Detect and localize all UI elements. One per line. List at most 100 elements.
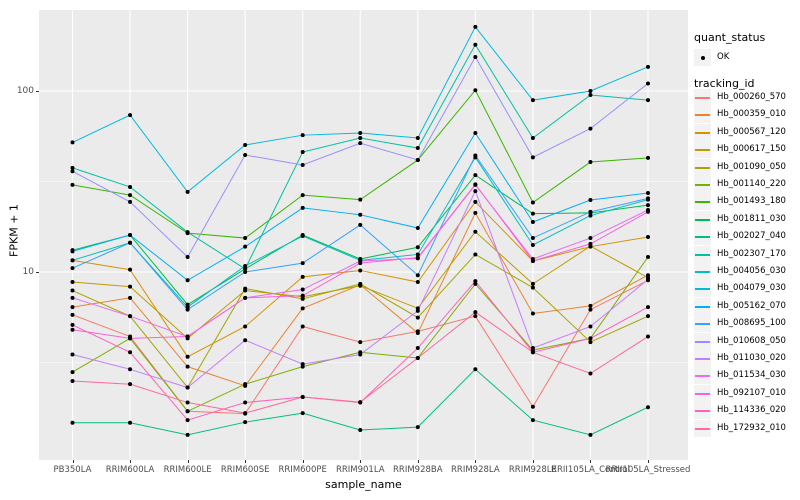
legend-key-box — [694, 245, 711, 263]
data-point — [70, 295, 75, 300]
data-point — [588, 93, 593, 98]
data-point — [185, 354, 190, 359]
data-point — [243, 143, 248, 148]
data-point — [300, 234, 305, 239]
data-point — [415, 355, 420, 360]
data-point — [646, 203, 650, 208]
data-point — [588, 89, 593, 93]
data-point — [128, 314, 133, 319]
legend-key-box — [694, 106, 711, 124]
data-point — [646, 305, 650, 310]
data-point — [473, 210, 478, 215]
legend-line-swatch — [695, 236, 710, 239]
x-tick-label: PB350LA — [53, 465, 92, 475]
y-axis-title: FPKM + 1 — [7, 204, 21, 257]
data-point — [646, 196, 650, 201]
legend-line-swatch — [695, 218, 710, 221]
data-point — [473, 173, 478, 178]
data-point — [300, 411, 305, 416]
data-point — [415, 146, 420, 151]
legend-item-label: Hb_092107_010 — [717, 387, 786, 398]
legend-title-quant-status: quant_status — [694, 31, 766, 44]
data-point — [646, 191, 650, 196]
legend-item-label: Hb_001140_220 — [717, 179, 786, 189]
legend-line-swatch — [695, 340, 710, 343]
legend-line-swatch — [695, 271, 710, 273]
data-point — [646, 235, 650, 240]
legend-item-label: Hb_010608_050 — [717, 335, 786, 346]
data-point — [70, 305, 75, 310]
data-point — [530, 236, 535, 241]
data-point — [300, 193, 305, 198]
x-tick-label: RRIM928LE — [508, 465, 557, 475]
data-point — [243, 236, 248, 241]
data-point — [530, 259, 535, 264]
legend-key-box — [694, 89, 711, 106]
data-point — [473, 88, 478, 93]
legend-line-swatch — [695, 305, 710, 308]
legend-key-box — [694, 350, 711, 367]
data-point — [530, 98, 535, 103]
data-point — [243, 295, 248, 300]
data-point — [185, 334, 190, 339]
data-point — [415, 280, 420, 285]
data-points — [70, 24, 650, 437]
data-point — [588, 336, 593, 341]
legend-item-label: Hb_001811_030 — [717, 213, 786, 224]
data-point — [70, 182, 75, 187]
data-point — [128, 284, 133, 289]
legend-item-label: Hb_000260_570 — [717, 92, 786, 102]
data-point — [128, 184, 133, 189]
data-point — [128, 295, 133, 300]
data-point — [646, 334, 650, 339]
x-tick-label: RRIM600PE — [278, 465, 327, 475]
data-point — [70, 249, 75, 254]
data-point — [473, 252, 478, 257]
data-point — [415, 135, 420, 140]
legend-line-swatch — [695, 184, 710, 186]
x-tick-mark — [590, 460, 592, 463]
data-point — [473, 367, 478, 372]
legend-key-box — [694, 384, 711, 402]
data-point — [646, 209, 650, 214]
data-point — [415, 226, 420, 231]
data-point — [473, 310, 478, 315]
data-point — [588, 160, 593, 165]
data-point — [70, 378, 75, 383]
data-point — [473, 229, 478, 234]
data-point — [70, 266, 75, 271]
data-point — [70, 140, 75, 145]
legend-item-label: Hb_011534_030 — [717, 370, 786, 381]
data-point — [358, 222, 363, 227]
legend-key-box — [694, 315, 711, 333]
data-point — [415, 308, 420, 313]
legend-key-box — [694, 49, 711, 66]
data-point — [473, 55, 478, 60]
x-tick-label: RRIM928BA — [393, 465, 443, 475]
data-point — [243, 324, 248, 329]
data-point — [300, 205, 305, 210]
legend-line-swatch — [695, 149, 710, 152]
legend-key-box — [694, 176, 711, 193]
x-tick-mark — [245, 460, 247, 463]
x-tick-label: RRIM600LA — [105, 465, 155, 475]
plot-panel — [39, 10, 688, 460]
y-tick-label: 100 — [16, 85, 34, 96]
legend-line-swatch — [695, 375, 710, 378]
data-point — [243, 400, 248, 405]
data-point — [243, 411, 248, 416]
legend-key-box — [694, 263, 711, 280]
legend-key-box — [694, 123, 711, 141]
data-point — [128, 240, 133, 245]
data-point — [128, 420, 133, 425]
data-point — [530, 200, 535, 205]
data-point — [415, 157, 420, 162]
data-point — [128, 193, 133, 198]
data-point — [300, 394, 305, 399]
legend-line-swatch — [695, 410, 710, 413]
data-point — [588, 241, 593, 246]
data-point — [185, 307, 190, 312]
data-point — [473, 314, 478, 319]
data-point — [243, 286, 248, 291]
legend-line-swatch — [695, 166, 710, 169]
